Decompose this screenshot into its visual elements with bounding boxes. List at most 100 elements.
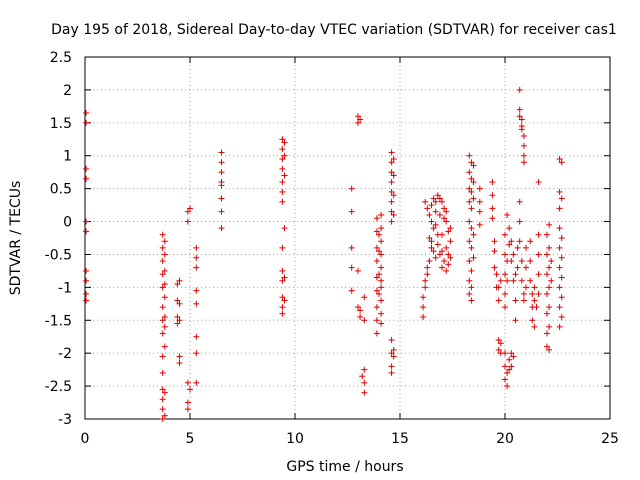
data-point	[390, 192, 397, 199]
data-point	[159, 369, 166, 376]
data-point	[493, 271, 500, 278]
data-point	[520, 159, 527, 166]
data-point	[529, 317, 536, 324]
data-point	[556, 323, 563, 330]
data-point	[544, 231, 550, 238]
data-point	[546, 346, 553, 353]
data-point	[531, 284, 538, 291]
data-point	[187, 205, 193, 212]
data-point	[159, 284, 166, 291]
data-point	[436, 211, 443, 218]
data-point	[512, 317, 519, 324]
y-axis-label: SDTVAR / TECUs	[8, 181, 24, 296]
data-point	[159, 244, 166, 251]
data-point	[161, 281, 168, 288]
data-point	[502, 363, 508, 370]
data-point	[436, 195, 443, 202]
data-point	[520, 142, 527, 149]
data-point	[161, 412, 168, 419]
data-point	[159, 258, 166, 265]
data-point	[520, 297, 527, 304]
data-point	[508, 238, 515, 245]
data-point	[468, 284, 475, 291]
data-point	[193, 287, 200, 294]
data-point	[508, 258, 515, 265]
data-point	[161, 251, 168, 258]
data-point	[193, 350, 200, 357]
x-tick-label: 25	[601, 431, 619, 447]
data-point	[378, 211, 385, 218]
data-point	[218, 159, 225, 166]
data-point	[281, 172, 288, 179]
y-tick-label: -0.5	[45, 247, 72, 263]
data-point	[491, 248, 498, 255]
data-point	[520, 132, 527, 139]
data-point	[373, 258, 380, 265]
data-point	[520, 152, 527, 159]
data-point	[279, 304, 286, 311]
data-point	[502, 271, 508, 278]
data-point	[388, 350, 395, 357]
data-point	[441, 258, 448, 265]
data-point	[281, 139, 288, 146]
data-point	[279, 156, 286, 163]
data-point	[535, 231, 542, 238]
data-point	[355, 304, 361, 311]
data-point	[556, 284, 563, 291]
data-point	[390, 156, 397, 163]
data-point	[516, 218, 523, 225]
data-point	[373, 228, 380, 235]
data-point	[556, 225, 563, 232]
data-point	[279, 188, 286, 195]
data-point	[279, 179, 286, 186]
data-point	[447, 225, 454, 232]
data-point	[558, 195, 565, 202]
data-point	[83, 228, 90, 235]
data-point	[373, 330, 380, 337]
data-point	[445, 228, 452, 235]
data-point	[489, 179, 496, 186]
data-point	[422, 198, 429, 205]
data-point	[502, 231, 508, 238]
data-point	[548, 277, 555, 284]
y-tick-label: -2	[58, 346, 72, 362]
data-point	[512, 271, 519, 278]
data-point	[466, 258, 473, 265]
data-point	[527, 238, 534, 245]
data-point	[176, 360, 183, 367]
data-point	[470, 231, 477, 238]
y-tick-label: 0	[63, 215, 72, 231]
data-point	[430, 248, 437, 255]
data-point	[508, 363, 515, 370]
y-tick-label: -1.5	[45, 313, 72, 329]
data-point	[558, 274, 565, 281]
data-point	[535, 179, 542, 186]
data-point	[506, 356, 513, 363]
data-point	[161, 323, 168, 330]
data-point	[443, 208, 450, 215]
data-point	[361, 366, 368, 373]
chart-title: Day 195 of 2018, Sidereal Day-to-day VTE…	[51, 22, 617, 38]
data-point	[348, 185, 355, 192]
data-point	[428, 244, 435, 251]
data-point	[83, 218, 90, 225]
data-point	[174, 297, 181, 304]
data-point	[556, 156, 563, 163]
data-point	[439, 248, 445, 255]
data-point	[388, 159, 395, 166]
data-point	[376, 290, 382, 297]
data-point	[504, 211, 511, 218]
data-point	[491, 264, 498, 271]
data-point	[516, 238, 523, 245]
data-point	[348, 264, 355, 271]
data-point	[159, 231, 166, 238]
data-point	[516, 106, 523, 113]
y-tick-label: 0.5	[50, 182, 72, 198]
data-point	[432, 221, 439, 228]
data-point	[476, 198, 483, 205]
data-point	[424, 205, 431, 212]
data-point	[355, 113, 361, 120]
data-point	[495, 284, 502, 291]
data-point	[434, 192, 441, 199]
data-point	[161, 343, 168, 350]
